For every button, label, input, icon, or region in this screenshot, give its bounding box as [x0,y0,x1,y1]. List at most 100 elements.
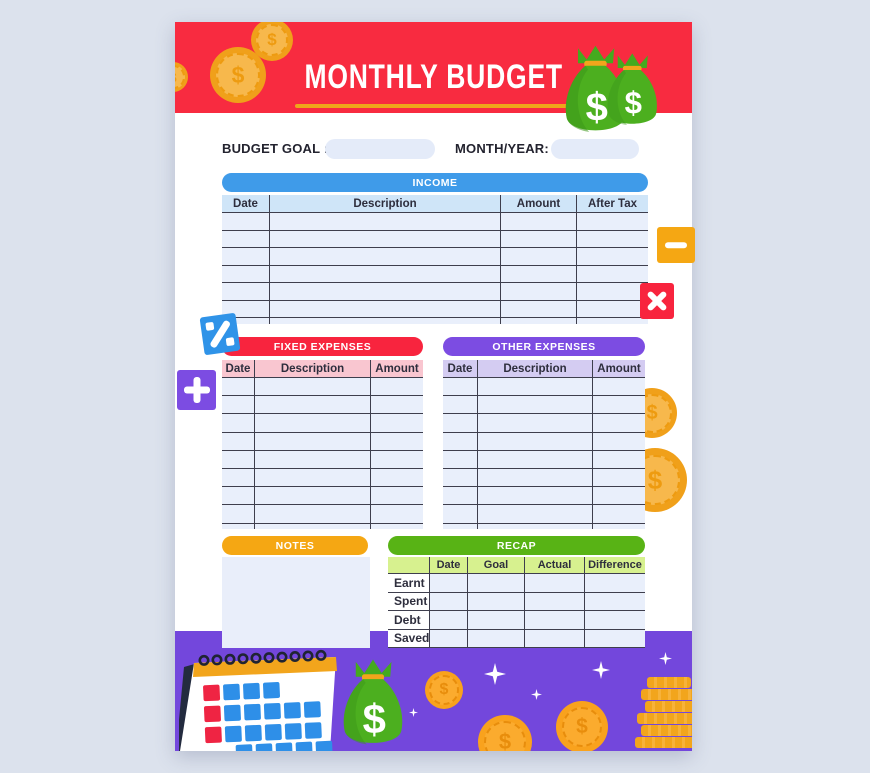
empty-cell[interactable] [577,230,648,248]
empty-cell[interactable] [443,432,478,451]
empty-cell[interactable] [443,468,478,488]
empty-cell[interactable] [501,248,577,266]
column-header: Actual [525,557,585,574]
empty-cell[interactable] [222,396,255,415]
empty-cell[interactable] [371,396,423,415]
empty-cell[interactable] [501,213,577,231]
empty-cell[interactable] [222,283,270,301]
empty-cell[interactable] [222,505,255,524]
empty-cell[interactable] [430,592,468,611]
empty-cell[interactable] [270,283,501,301]
empty-cell[interactable] [501,230,577,248]
empty-cell[interactable] [255,505,371,524]
empty-cell[interactable] [593,378,645,397]
table-row [443,378,645,397]
empty-cell[interactable] [430,574,468,593]
empty-cell[interactable] [270,265,501,283]
empty-cell[interactable] [593,468,645,488]
empty-cell[interactable] [222,378,255,397]
empty-cell[interactable] [525,611,585,630]
empty-cell[interactable] [222,414,255,433]
empty-cell[interactable] [577,283,648,301]
empty-cell[interactable] [270,230,501,248]
empty-cell[interactable] [371,432,423,451]
coin-icon: $ [425,671,463,709]
empty-cell[interactable] [478,450,593,469]
empty-cell[interactable] [593,505,645,524]
empty-cell[interactable] [222,432,255,451]
empty-cell[interactable] [525,629,585,648]
empty-cell[interactable] [593,487,645,506]
empty-cell[interactable] [430,611,468,630]
empty-cell[interactable] [468,574,525,593]
empty-cell[interactable] [371,487,423,506]
empty-cell[interactable] [371,378,423,397]
empty-cell[interactable] [478,414,593,433]
empty-cell[interactable] [593,396,645,415]
empty-cell[interactable] [222,230,270,248]
empty-cell[interactable] [468,611,525,630]
empty-cell[interactable] [478,505,593,524]
empty-cell[interactable] [577,248,648,266]
empty-cell[interactable] [478,432,593,451]
empty-cell[interactable] [443,414,478,433]
empty-cell[interactable] [255,414,371,433]
empty-cell[interactable] [371,505,423,524]
empty-cell[interactable] [222,450,255,469]
empty-cell[interactable] [468,592,525,611]
empty-cell[interactable] [255,487,371,506]
empty-cell[interactable] [222,213,270,231]
empty-cell[interactable] [255,450,371,469]
empty-cell[interactable] [577,300,648,318]
empty-cell[interactable] [593,450,645,469]
empty-cell[interactable] [585,611,645,630]
empty-cell[interactable] [255,378,371,397]
empty-cell[interactable] [222,468,255,488]
empty-cell[interactable] [270,213,501,231]
empty-cell[interactable] [255,432,371,451]
empty-cell[interactable] [593,414,645,433]
empty-cell[interactable] [501,283,577,301]
empty-cell[interactable] [371,468,423,488]
empty-cell[interactable] [443,378,478,397]
empty-cell[interactable] [478,487,593,506]
empty-cell[interactable] [478,396,593,415]
table-row [443,505,645,524]
empty-cell[interactable] [478,378,593,397]
empty-cell[interactable] [222,487,255,506]
empty-cell[interactable] [443,487,478,506]
table-header-row: Date Description Amount [222,360,423,378]
empty-cell[interactable] [371,450,423,469]
empty-cell[interactable] [585,574,645,593]
empty-cell[interactable] [525,592,585,611]
minus-icon [657,227,695,263]
empty-cell[interactable] [222,265,270,283]
empty-cell[interactable] [443,450,478,469]
notes-box[interactable] [222,557,370,648]
empty-cell[interactable] [501,265,577,283]
empty-cell[interactable] [430,629,468,648]
column-header: Description [255,360,371,378]
empty-cell[interactable] [255,468,371,488]
empty-cell[interactable] [525,574,585,593]
empty-cell[interactable] [585,629,645,648]
month-year-input[interactable] [551,139,639,159]
empty-cell[interactable] [577,213,648,231]
empty-cell[interactable] [270,300,501,318]
budget-goal-input[interactable] [325,139,435,159]
empty-cell[interactable] [222,248,270,266]
empty-cell[interactable] [478,468,593,488]
empty-cell[interactable] [468,629,525,648]
empty-cell[interactable] [585,592,645,611]
empty-cell[interactable] [593,432,645,451]
empty-cell[interactable] [255,396,371,415]
row-label: Debt [388,611,430,630]
empty-cell[interactable] [577,265,648,283]
table-row [222,432,423,451]
empty-cell[interactable] [270,248,501,266]
empty-cell[interactable] [443,505,478,524]
empty-cell[interactable] [371,414,423,433]
empty-cell[interactable] [443,396,478,415]
empty-cell[interactable] [501,300,577,318]
